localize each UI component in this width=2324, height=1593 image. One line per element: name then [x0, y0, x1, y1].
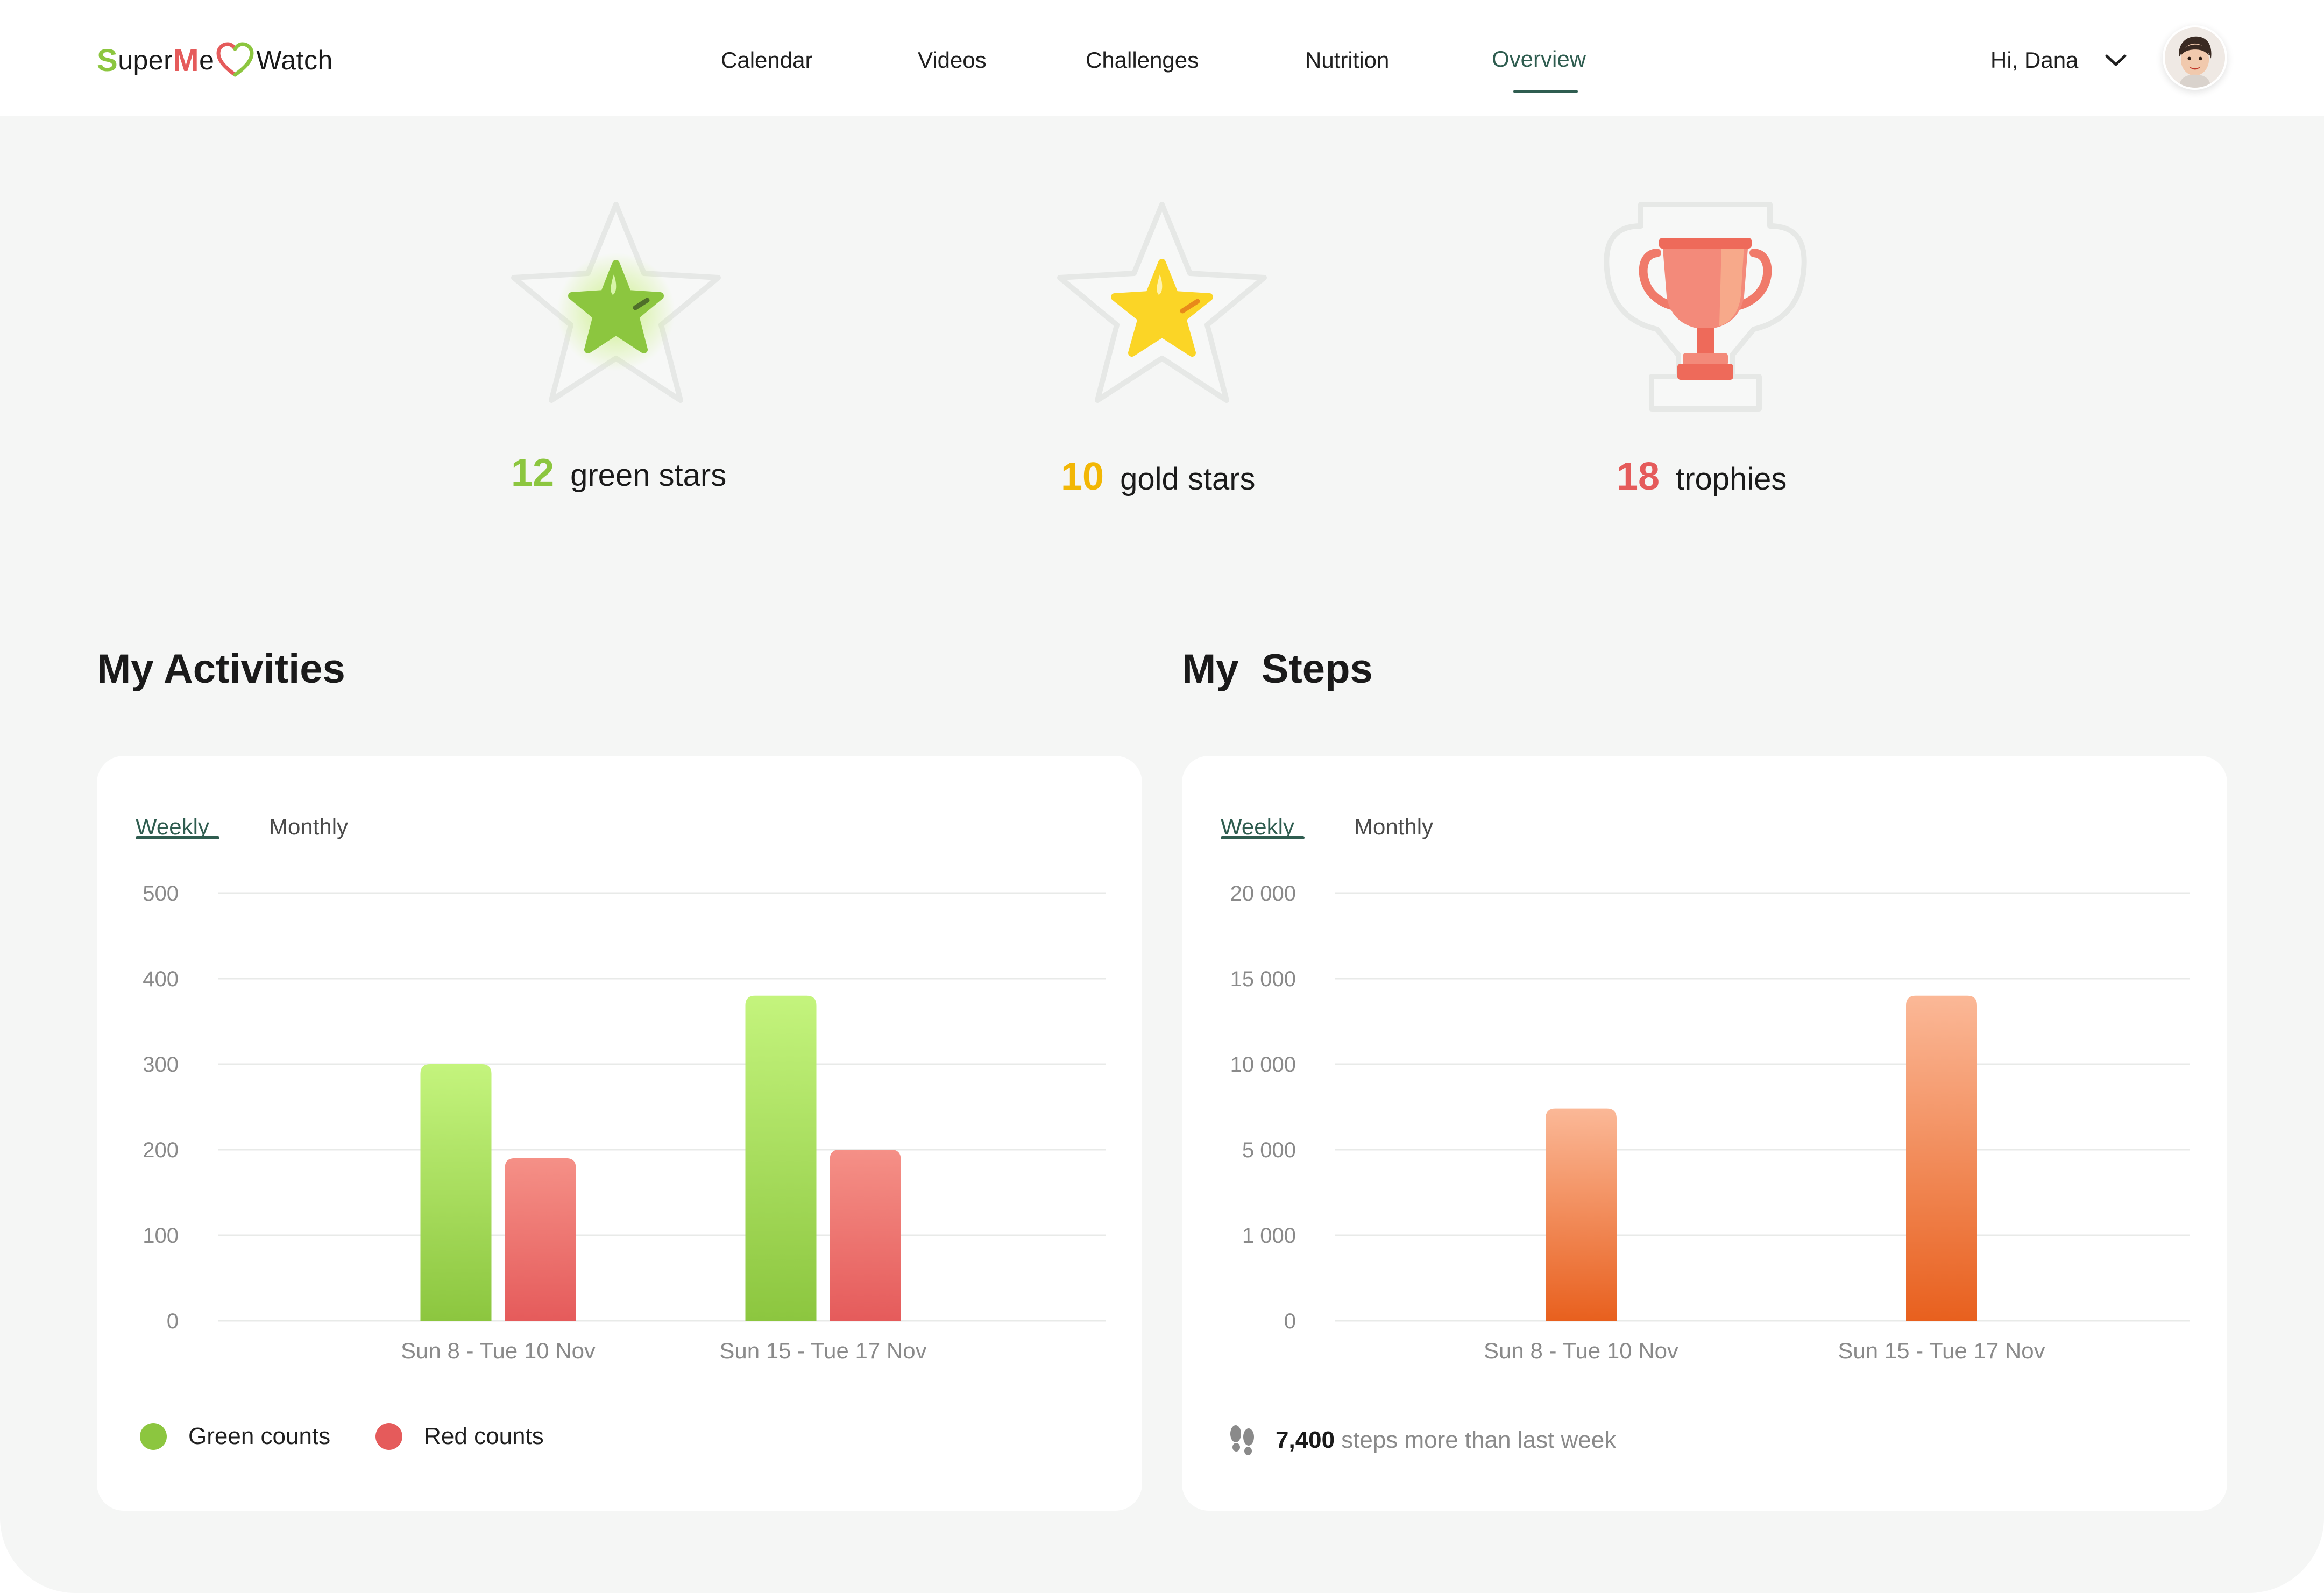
steps-difference-value: 7,400	[1276, 1427, 1335, 1453]
trophy-icon	[1604, 202, 1807, 412]
chevron-down-icon[interactable]	[2102, 49, 2129, 71]
y-tick-label: 20 000	[1230, 882, 1296, 905]
activities-tab-monthly[interactable]: Monthly	[269, 814, 349, 839]
green-stars-label: green stars	[570, 458, 727, 493]
user-greeting[interactable]: Hi, Dana	[1990, 47, 2079, 73]
bar-red-counts-0	[505, 1158, 576, 1321]
y-tick-label: 1 000	[1242, 1224, 1296, 1248]
activities-card: Weekly Monthly 0 100 200 300 400 500 Sun 8 - T…	[97, 756, 1142, 1511]
steps-tab-monthly[interactable]: Monthly	[1354, 814, 1434, 839]
y-tick-label: 100	[143, 1224, 179, 1248]
legend-green-label: Green counts	[188, 1423, 331, 1449]
gold-stars-summary: 10 gold stars	[1061, 455, 1256, 499]
legend-red-dot	[375, 1423, 403, 1450]
y-tick-label: 400	[143, 967, 179, 991]
y-tick-label: 300	[143, 1053, 179, 1077]
steps-tab-indicator	[1221, 836, 1305, 839]
activities-tab-indicator	[136, 836, 219, 839]
logo-text-e: e	[199, 45, 215, 75]
logo-letter-m: M	[173, 43, 200, 78]
nav-active-indicator	[1513, 90, 1578, 93]
y-tick-label: 5 000	[1242, 1138, 1296, 1162]
logo-text-watch: Watch	[256, 45, 333, 75]
bar-red-counts-1	[830, 1150, 901, 1321]
gold-star-badge	[1049, 194, 1275, 422]
y-tick-label: 0	[167, 1309, 179, 1333]
gold-star-icon	[1057, 202, 1267, 403]
bar-steps-1	[1906, 995, 1977, 1321]
steps-difference-text: steps more than last week	[1341, 1427, 1617, 1453]
green-stars-count: 12	[511, 451, 555, 494]
steps-chart: 0 1 000 5 000 10 000 15 000 20 000 Sun 8 - Tue…	[1230, 882, 2190, 1363]
nav-calendar[interactable]: Calendar	[721, 47, 813, 73]
bar-green-counts-0	[420, 1064, 492, 1321]
y-tick-label: 15 000	[1230, 967, 1296, 991]
bar-steps-0	[1546, 1108, 1617, 1321]
trophy-badge	[1592, 194, 1818, 422]
x-category-label: Sun 8 - Tue 10 Nov	[1484, 1338, 1678, 1363]
nav-nutrition[interactable]: Nutrition	[1305, 47, 1390, 73]
steps-title: My Steps	[1182, 646, 1373, 692]
activities-title: My Activities	[97, 646, 345, 692]
legend-red-label: Red counts	[424, 1423, 544, 1449]
trophies-label: trophies	[1676, 462, 1787, 497]
x-category-label: Sun 8 - Tue 10 Nov	[401, 1338, 596, 1363]
steps-note: 7,400 steps more than last week	[1227, 1423, 1616, 1457]
trophies-summary: 18 trophies	[1617, 455, 1787, 499]
x-category-label: Sun 15 - Tue 17 Nov	[1838, 1338, 2045, 1363]
steps-card: Weekly Monthly 0 1 000 5 000 10 000 15 000 20…	[1182, 756, 2227, 1511]
y-tick-label: 0	[1284, 1309, 1296, 1333]
user-avatar[interactable]	[2163, 25, 2227, 90]
footsteps-icon	[1230, 1425, 1254, 1455]
activities-chart: 0 100 200 300 400 500 Sun 8 - Tue 10 Nov Sun 15…	[143, 882, 1106, 1363]
gold-stars-label: gold stars	[1120, 462, 1256, 497]
nav-videos[interactable]: Videos	[918, 47, 987, 73]
green-star-icon	[511, 202, 721, 403]
app-logo[interactable]: S uper M e Watch	[97, 39, 333, 82]
logo-text-uper: uper	[118, 45, 173, 75]
top-header: S uper M e Watch Calendar Videos Challen…	[0, 0, 2324, 116]
green-star-badge	[503, 194, 729, 422]
y-tick-label: 200	[143, 1138, 179, 1162]
heart-icon	[216, 42, 254, 77]
y-tick-label: 10 000	[1230, 1053, 1296, 1077]
green-stars-summary: 12 green stars	[511, 451, 726, 495]
y-tick-label: 500	[143, 882, 179, 905]
nav-challenges[interactable]: Challenges	[1086, 47, 1199, 73]
activities-legend: Green counts Red counts	[140, 1423, 589, 1450]
logo-letter-s: S	[97, 43, 118, 78]
nav-overview[interactable]: Overview	[1492, 46, 1586, 72]
x-category-label: Sun 15 - Tue 17 Nov	[719, 1338, 926, 1363]
gold-stars-count: 10	[1061, 455, 1104, 498]
bar-green-counts-1	[745, 995, 817, 1321]
trophies-count: 18	[1617, 455, 1660, 498]
activities-tab-weekly[interactable]: Weekly	[136, 814, 209, 839]
legend-green-dot	[140, 1423, 167, 1450]
steps-tab-weekly[interactable]: Weekly	[1221, 814, 1294, 839]
